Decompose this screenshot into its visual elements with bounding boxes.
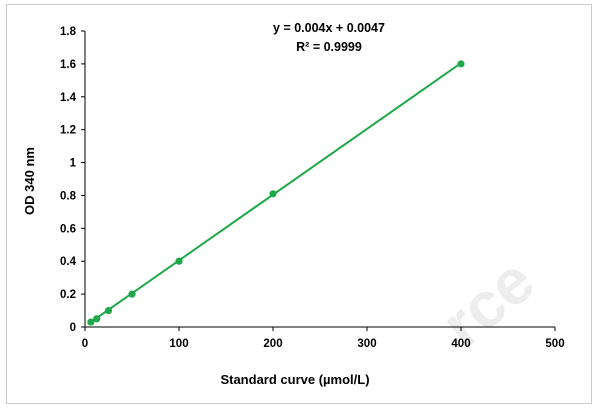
x-tick-label: 400 xyxy=(451,338,470,350)
y-tick-label: 0.4 xyxy=(60,256,77,268)
x-tick-label: 300 xyxy=(357,338,376,350)
data-points xyxy=(87,60,465,326)
y-tick-label: 1.2 xyxy=(60,125,76,137)
data-point xyxy=(93,315,101,323)
x-tick-label: 0 xyxy=(82,338,88,350)
data-point xyxy=(457,60,465,68)
x-tick-label: 500 xyxy=(545,338,564,350)
y-axis-title: OD 340 nm xyxy=(22,147,37,215)
x-axis-title: Standard curve (µmol/L) xyxy=(220,372,369,387)
y-ticks: 0 0.2 0.4 0.6 0.8 1 1.2 1.4 1.6 1.8 xyxy=(60,26,85,334)
data-point xyxy=(87,318,95,326)
y-tick-label: 1 xyxy=(70,158,77,170)
y-tick-label: 0.2 xyxy=(60,289,76,301)
data-point xyxy=(175,257,183,265)
x-tick-label: 100 xyxy=(169,338,188,350)
data-point xyxy=(269,190,277,198)
r-squared-label: R² = 0.9999 xyxy=(296,40,362,54)
trendline-equation: y = 0.004x + 0.0047 xyxy=(273,21,385,35)
data-point xyxy=(104,306,113,315)
data-point xyxy=(128,290,136,298)
y-tick-label: 0 xyxy=(70,322,76,334)
y-tick-label: 0.8 xyxy=(60,190,77,202)
chart-frame: 0 100 200 300 400 500 0 0.2 0.4 0.6 0.8 1 1.2 1.4 1.6… xyxy=(6,4,592,404)
y-tick-label: 1.6 xyxy=(60,59,76,71)
axes xyxy=(84,31,555,328)
y-tick-label: 1.8 xyxy=(60,26,77,38)
y-tick-label: 0.6 xyxy=(60,223,76,235)
x-ticks: 0 100 200 300 400 500 xyxy=(82,327,565,350)
y-tick-label: 1.4 xyxy=(60,92,77,104)
standard-curve-chart: 0 100 200 300 400 500 0 0.2 0.4 0.6 0.8 1 1.2 1.4 1.6… xyxy=(22,21,565,387)
x-tick-label: 200 xyxy=(263,338,282,350)
